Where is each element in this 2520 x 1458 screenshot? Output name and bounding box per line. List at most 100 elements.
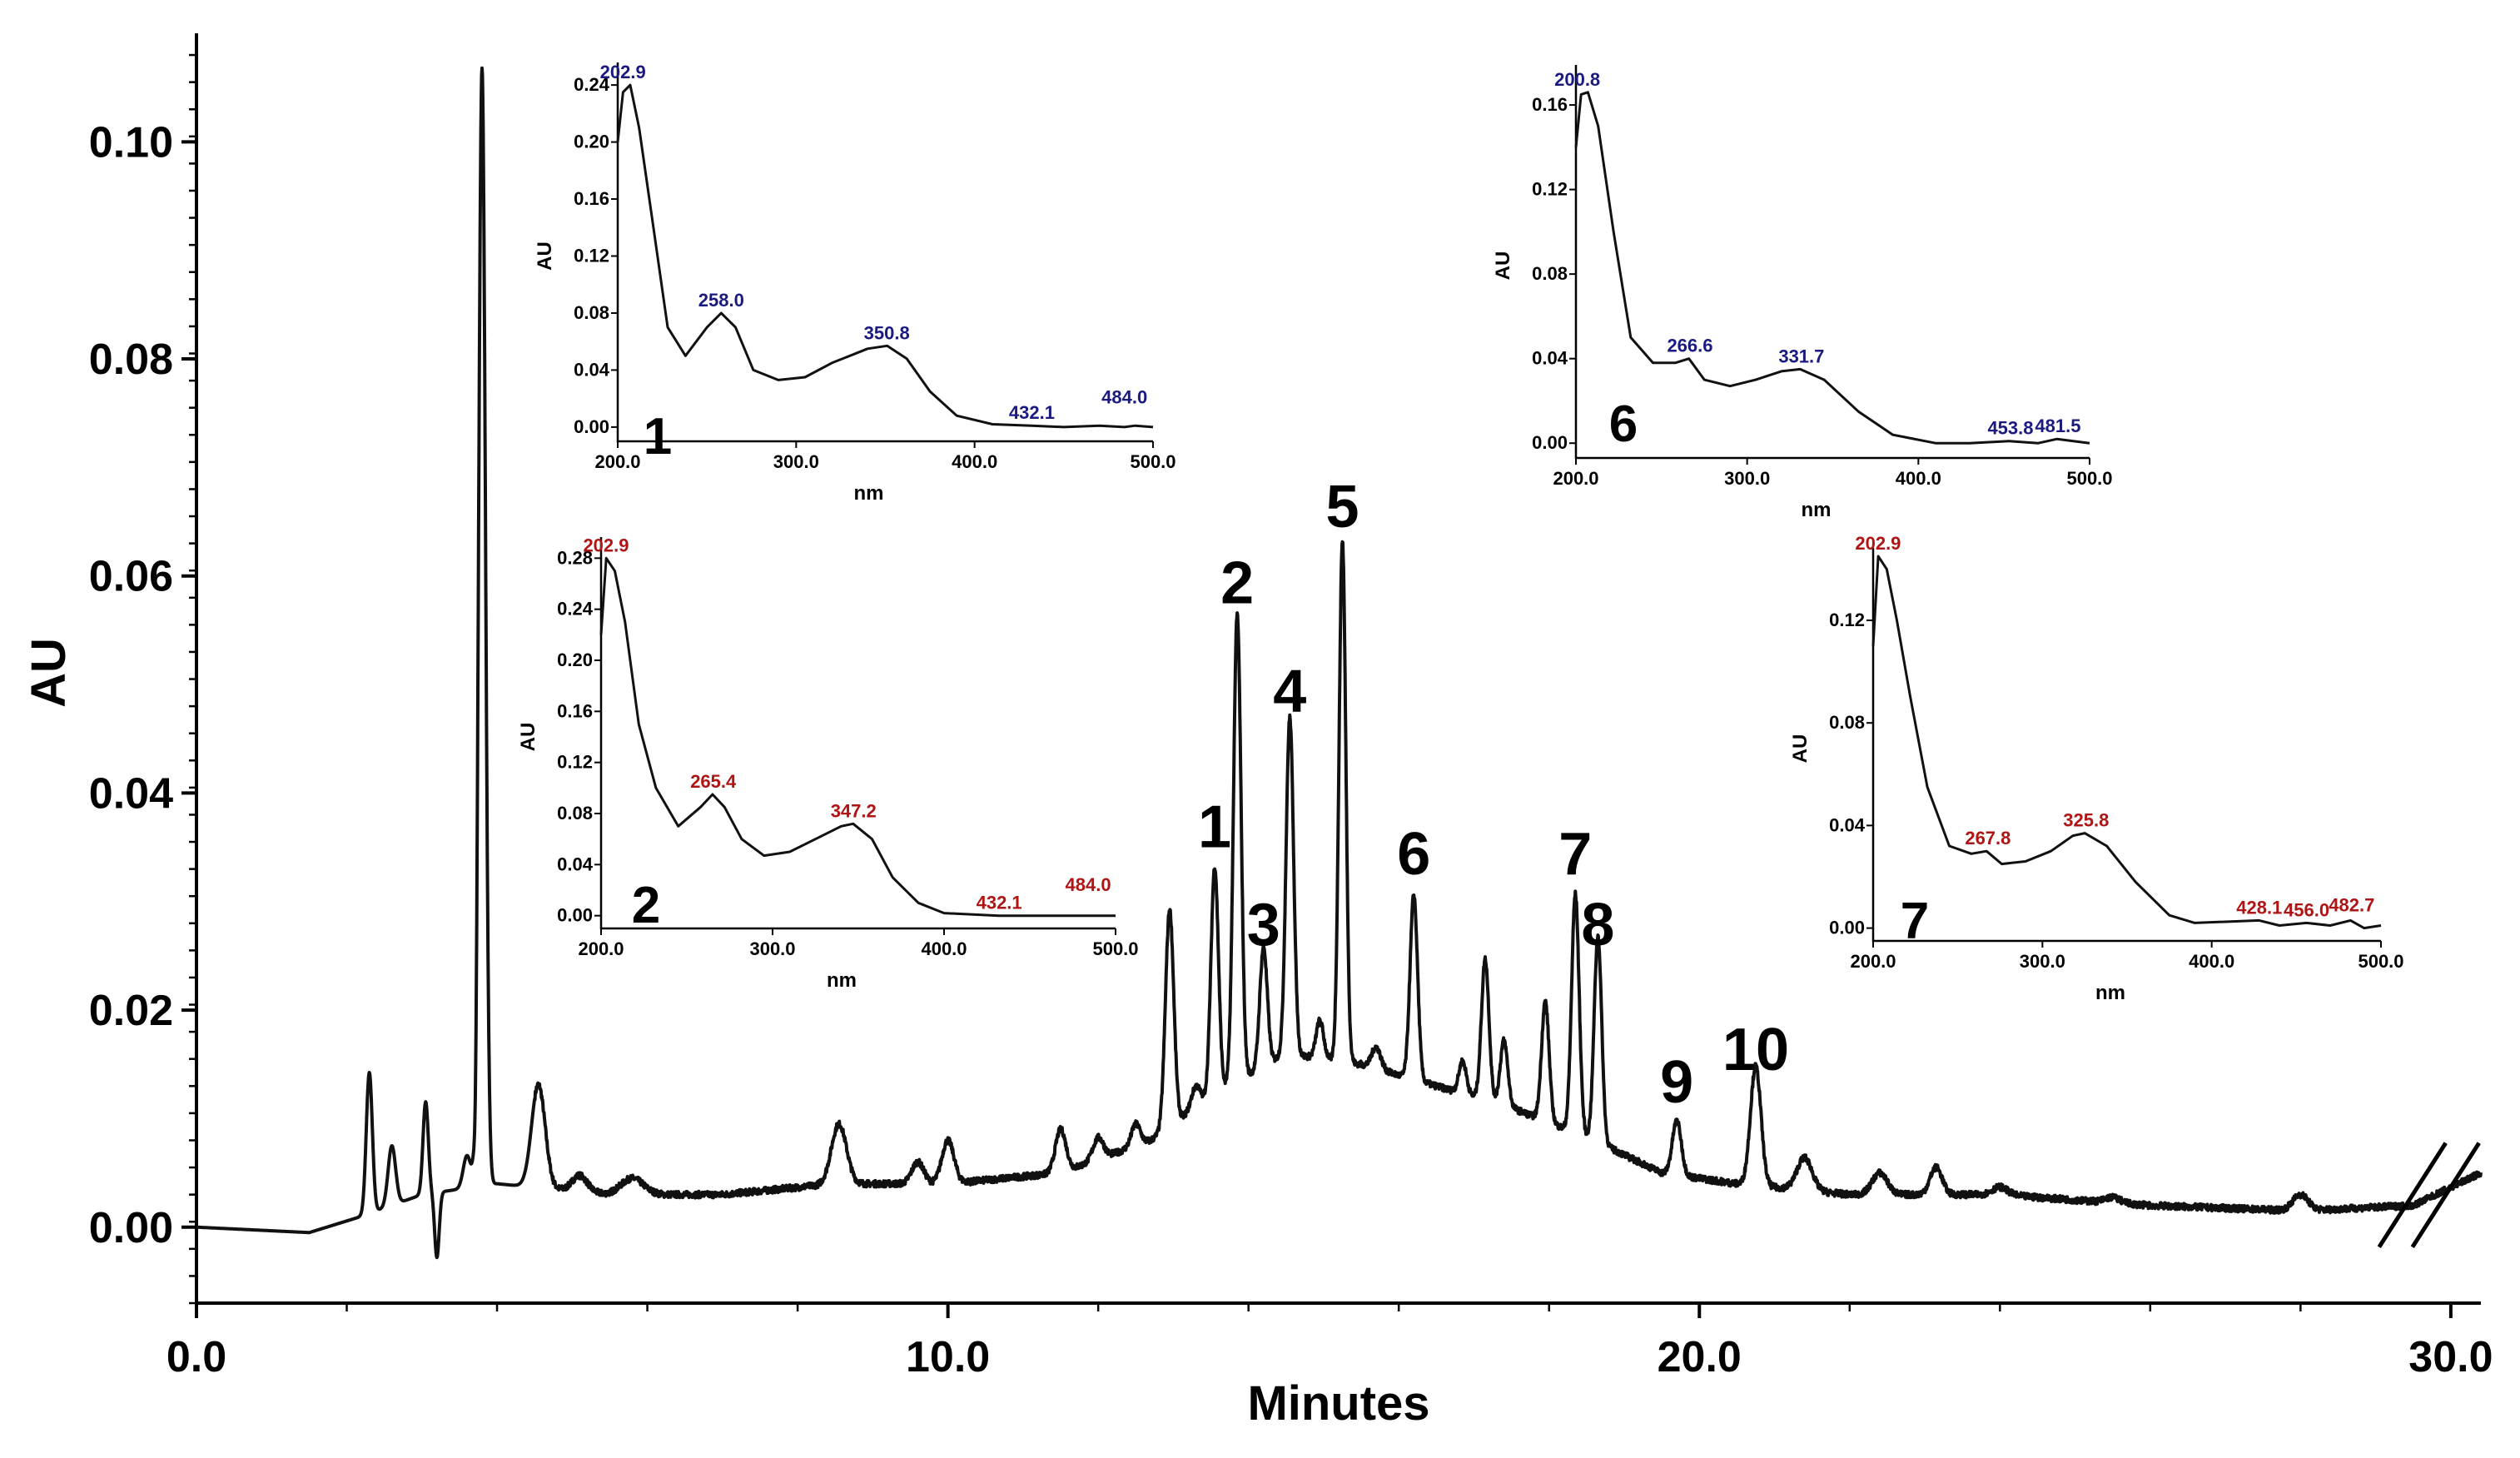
inset-2-x-tick-label-3: 500.0 [1092, 938, 1138, 959]
inset-7-axes [1871, 548, 2381, 943]
y-tick-label-2: 0.04 [89, 769, 173, 818]
x-tick-label-0: 0.0 [167, 1333, 226, 1381]
inset-spectrum-2: 0.00 0.04 0.08 0.12 0.16 0.20 0.24 0.28 200.0 300… [517, 535, 1139, 992]
inset-1-y-tick-label-2: 0.08 [574, 302, 609, 323]
inset-6-x-tick-label-1: 300.0 [1724, 468, 1770, 489]
inset-2-peak-label-4: 484.0 [1066, 874, 1111, 895]
inset-1-peak-label-3: 432.1 [1009, 402, 1055, 423]
x-tick-label-1: 10.0 [906, 1333, 990, 1381]
inset-6-axes [1574, 65, 2090, 460]
inset-7-xlabel: nm [2095, 982, 2125, 1004]
inset-1-peak-label-1: 258.0 [698, 290, 744, 311]
peak-label-7: 7 [1558, 821, 1592, 888]
peak-label-6: 6 [1397, 821, 1430, 888]
inset-1-x-tick-label-1: 300.0 [773, 451, 819, 472]
inset-1-number: 1 [644, 408, 672, 465]
inset-1-peak-label-4: 484.0 [1101, 386, 1147, 407]
inset-7-peak-label-3: 428.1 [2236, 897, 2282, 918]
inset-7-x-tick-label-2: 400.0 [2189, 951, 2234, 972]
inset-6-ylabel: AU [1492, 251, 1514, 281]
main-chromatogram: 0.000.020.040.060.080.100.0 10.0 20.0 30.0 … [22, 33, 2493, 1431]
peak-label-3: 3 [1247, 892, 1280, 958]
inset-7-peak-label-4: 456.0 [2284, 899, 2329, 920]
inset-2-x-tick-label-2: 400.0 [921, 938, 967, 959]
inset-6-y-tick-label-2: 0.08 [1532, 263, 1568, 284]
inset-7-peak-label-1: 267.8 [1965, 828, 2011, 848]
inset-7-x-tick-label-1: 300.0 [2020, 951, 2065, 972]
inset-6-x-tick-label-3: 500.0 [2066, 468, 2112, 489]
inset-2-number: 2 [632, 877, 660, 934]
inset-1-y-tick-label-0: 0.00 [574, 416, 609, 437]
inset-6-x-tick-label-2: 400.0 [1896, 468, 1941, 489]
inset-1-ylabel: AU [534, 241, 556, 271]
peak-label-2: 2 [1220, 550, 1254, 616]
inset-1-peak-label-0: 202.9 [600, 62, 646, 82]
x-tick-label-3: 30.0 [2408, 1333, 2493, 1381]
inset-2-peak-label-2: 347.2 [831, 800, 877, 821]
inset-2-y-tick-label-0: 0.00 [557, 905, 593, 926]
inset-2-y-tick-label-6: 0.24 [557, 599, 594, 620]
inset-2-peak-label-1: 265.4 [690, 771, 737, 792]
inset-1-xlabel: nm [854, 482, 884, 505]
inset-7-y-tick-label-0: 0.00 [1829, 918, 1865, 938]
inset-7-peak-label-0: 202.9 [1855, 533, 1901, 554]
inset-1-y-tick-label-6: 0.24 [574, 74, 610, 95]
inset-6-x-tick-label-0: 200.0 [1553, 468, 1598, 489]
peak-labels: 1 2 3 4 5 6 78 9 10 [1198, 474, 1789, 1116]
peak-label-4: 4 [1273, 659, 1306, 725]
inset-1-peak-label-2: 350.8 [864, 322, 910, 343]
main-trace [195, 66, 2483, 1260]
peak-label-8: 8 [1581, 892, 1614, 958]
inset-7-ylabel: AU [1789, 734, 1812, 764]
inset-spectrum-6: 0.00 0.04 0.08 0.12 0.16 200.0 300.0 400.0 500.0… [1492, 65, 2113, 521]
inset-2-y-tick-label-4: 0.16 [557, 700, 593, 721]
inset-2-x-tick-label-1: 300.0 [749, 938, 795, 959]
y-tick-label-1: 0.02 [89, 987, 173, 1035]
inset-2-y-tick-label-3: 0.12 [557, 752, 593, 773]
inset-2-y-tick-label-1: 0.04 [557, 853, 594, 874]
inset-2-ylabel: AU [517, 723, 539, 752]
y-tick-label-3: 0.06 [89, 553, 173, 601]
y-tick-label-5: 0.10 [89, 118, 173, 167]
inset-7-x-tick-label-0: 200.0 [1850, 951, 1896, 972]
inset-7-y-tick-label-3: 0.12 [1829, 610, 1865, 630]
axis-break-slash-1 [2377, 1142, 2448, 1249]
inset-1-axes [616, 62, 1153, 443]
inset-2-axes [599, 537, 1116, 930]
peak-label-1: 1 [1198, 794, 1231, 861]
inset-1-x-tick-label-0: 200.0 [594, 451, 640, 472]
inset-7-peak-label-2: 325.8 [2063, 810, 2109, 831]
inset-6-peak-label-2: 331.7 [1778, 346, 1824, 366]
inset-2-peak-label-0: 202.9 [583, 535, 629, 555]
main-y-axis-title: AU [22, 638, 76, 708]
inset-6-peak-label-4: 481.5 [2035, 416, 2080, 436]
inset-1-y-tick-label-4: 0.16 [574, 188, 609, 209]
inset-6-xlabel: nm [1802, 499, 1832, 521]
x-tick-label-2: 20.0 [1658, 1333, 1742, 1381]
inset-6-y-tick-label-3: 0.12 [1532, 179, 1568, 200]
inset-7-y-tick-label-2: 0.08 [1829, 712, 1865, 733]
inset-7-x-tick-label-3: 500.0 [2358, 951, 2403, 972]
inset-2-y-tick-label-2: 0.08 [557, 803, 593, 824]
main-x-axis-title: Minutes [1247, 1376, 1429, 1431]
inset-6-peak-label-3: 453.8 [1987, 418, 2033, 439]
inset-6-y-tick-label-0: 0.00 [1532, 432, 1568, 453]
inset-1-y-tick-label-5: 0.20 [574, 132, 609, 152]
inset-2-x-tick-label-0: 200.0 [578, 938, 624, 959]
inset-1-x-tick-label-3: 500.0 [1130, 451, 1176, 472]
inset-6-peak-label-0: 200.8 [1554, 69, 1600, 90]
inset-2-y-tick-label-5: 0.20 [557, 649, 593, 670]
peak-label-5: 5 [1325, 474, 1359, 540]
inset-1-x-tick-label-2: 400.0 [952, 451, 997, 472]
inset-7-number: 7 [1901, 893, 1929, 950]
inset-6-y-tick-label-4: 0.16 [1532, 94, 1568, 115]
peak-label-9: 9 [1660, 1049, 1693, 1116]
inset-2-peak-label-3: 432.1 [977, 893, 1022, 913]
peak-label-10: 10 [1722, 1017, 1789, 1083]
main-ticks: 0.00 0.02 0.04 0.06 0.08 0.10 0.0 10.0 20.0 30.0 [89, 53, 2493, 1381]
inset-6-spectrum [1574, 91, 2090, 445]
inset-7-spectrum [1871, 555, 2382, 930]
axis-break-slash-2 [2410, 1142, 2481, 1249]
